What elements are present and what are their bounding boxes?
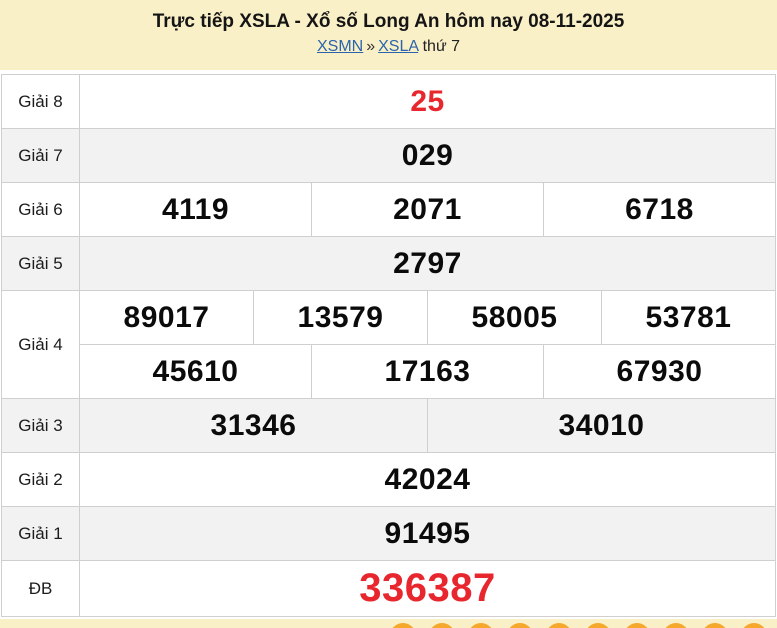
prize3-number: 31346 <box>210 408 297 442</box>
prize8-number: 25 <box>410 84 445 118</box>
breadcrumb-separator: » <box>366 38 376 55</box>
loto-ball-icon <box>624 623 650 628</box>
prize4-number: 13579 <box>253 291 427 344</box>
prize-special-label: ĐB <box>2 561 80 616</box>
loto-ball-icon <box>390 623 416 628</box>
prize4-number: 45610 <box>152 354 239 388</box>
table-row-prize8: Giải 8 25 <box>2 75 775 128</box>
results-table: Giải 8 25 Giải 7 029 Giải 6 4119 2071 67… <box>1 74 776 617</box>
prize6-number: 2071 <box>311 183 543 236</box>
loto-ball-icon <box>741 623 767 628</box>
loto-ball-icon <box>702 623 728 628</box>
breadcrumb-link-xsmn[interactable]: XSMN <box>316 38 364 55</box>
table-row-prize5: Giải 5 2797 <box>2 236 775 290</box>
prize5-label: Giải 5 <box>2 237 80 290</box>
prize2-number: 42024 <box>384 462 471 496</box>
prize-special-number: 336387 <box>359 566 496 610</box>
prize4-number: 17163 <box>311 345 543 398</box>
breadcrumb-day: thứ 7 <box>422 38 461 55</box>
prize4-number: 89017 <box>123 300 210 334</box>
table-row-prize6: Giải 6 4119 2071 6718 <box>2 182 775 236</box>
prize1-number: 91495 <box>384 516 471 550</box>
loto-ball-icon <box>546 623 572 628</box>
prize4-label: Giải 4 <box>2 291 80 398</box>
table-row-prize4: Giải 4 89017 13579 58005 53781 45610 171… <box>2 290 775 398</box>
prize4-number: 58005 <box>427 291 601 344</box>
table-row-prize1: Giải 1 91495 <box>2 506 775 560</box>
prize7-number: 029 <box>401 138 454 172</box>
prize1-label: Giải 1 <box>2 507 80 560</box>
loto-ball-icon <box>507 623 533 628</box>
prize6-label: Giải 6 <box>2 183 80 236</box>
table-row-prize2: Giải 2 42024 <box>2 452 775 506</box>
prize3-label: Giải 3 <box>2 399 80 452</box>
prize7-label: Giải 7 <box>2 129 80 182</box>
loto-balls-strip <box>0 619 777 628</box>
prize2-label: Giải 2 <box>2 453 80 506</box>
page-header: Trực tiếp XSLA - Xổ số Long An hôm nay 0… <box>0 0 777 70</box>
prize3-number: 34010 <box>427 399 775 452</box>
breadcrumb-link-xsla[interactable]: XSLA <box>378 38 419 55</box>
table-row-prize-special: ĐB 336387 <box>2 560 775 616</box>
breadcrumb: XSMN» XSLA thứ 7 <box>6 38 771 56</box>
page-title: Trực tiếp XSLA - Xổ số Long An hôm nay 0… <box>152 11 625 32</box>
table-row-prize7: Giải 7 029 <box>2 128 775 182</box>
prize6-number: 4119 <box>161 192 230 226</box>
prize4-number: 67930 <box>543 345 775 398</box>
prize5-number: 2797 <box>393 246 462 280</box>
loto-ball-icon <box>663 623 689 628</box>
loto-ball-icon <box>585 623 611 628</box>
loto-ball-icon <box>429 623 455 628</box>
prize8-label: Giải 8 <box>2 75 80 128</box>
table-row-prize3: Giải 3 31346 34010 <box>2 398 775 452</box>
prize4-number: 53781 <box>601 291 775 344</box>
loto-ball-icon <box>468 623 494 628</box>
prize6-number: 6718 <box>543 183 775 236</box>
